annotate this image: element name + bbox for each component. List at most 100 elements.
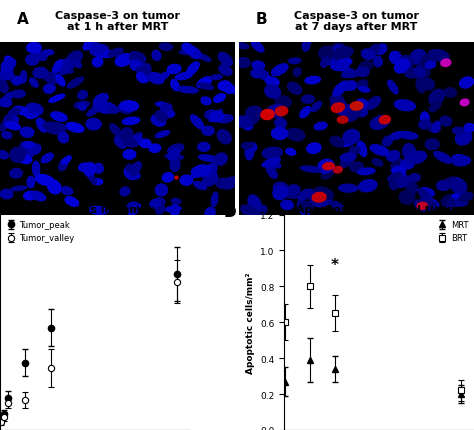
Ellipse shape	[265, 78, 279, 87]
Ellipse shape	[418, 199, 439, 210]
Ellipse shape	[67, 78, 83, 89]
Ellipse shape	[188, 47, 201, 59]
Ellipse shape	[20, 156, 32, 164]
Ellipse shape	[309, 190, 317, 206]
Ellipse shape	[161, 104, 172, 113]
Ellipse shape	[61, 187, 73, 195]
Ellipse shape	[298, 202, 313, 213]
Ellipse shape	[140, 64, 151, 73]
Ellipse shape	[1, 100, 12, 107]
Ellipse shape	[429, 90, 445, 106]
Ellipse shape	[359, 180, 377, 192]
Ellipse shape	[13, 107, 30, 116]
Ellipse shape	[346, 109, 361, 122]
Ellipse shape	[262, 148, 283, 159]
Ellipse shape	[152, 51, 161, 61]
Ellipse shape	[370, 116, 389, 130]
Ellipse shape	[164, 111, 174, 118]
Ellipse shape	[58, 60, 71, 75]
Ellipse shape	[205, 111, 218, 120]
Ellipse shape	[452, 192, 466, 199]
Ellipse shape	[94, 164, 103, 174]
Ellipse shape	[358, 62, 373, 73]
Ellipse shape	[202, 173, 218, 187]
Ellipse shape	[129, 53, 146, 64]
Ellipse shape	[78, 104, 86, 111]
Ellipse shape	[41, 154, 53, 163]
Ellipse shape	[273, 187, 288, 200]
Ellipse shape	[340, 154, 356, 162]
Ellipse shape	[266, 166, 277, 179]
Ellipse shape	[150, 200, 160, 209]
Ellipse shape	[275, 107, 288, 117]
Ellipse shape	[155, 132, 170, 138]
Ellipse shape	[5, 57, 13, 64]
Ellipse shape	[459, 193, 473, 202]
Ellipse shape	[331, 104, 345, 113]
Ellipse shape	[149, 145, 161, 153]
Ellipse shape	[53, 61, 63, 74]
Ellipse shape	[331, 45, 346, 54]
Ellipse shape	[36, 175, 55, 186]
Ellipse shape	[412, 68, 430, 79]
Ellipse shape	[168, 149, 180, 161]
Ellipse shape	[330, 95, 343, 105]
Ellipse shape	[280, 192, 298, 199]
Ellipse shape	[9, 109, 21, 116]
Ellipse shape	[27, 177, 35, 188]
Ellipse shape	[404, 69, 420, 79]
Ellipse shape	[33, 162, 40, 177]
Ellipse shape	[84, 163, 96, 177]
Ellipse shape	[333, 83, 347, 97]
Ellipse shape	[247, 143, 257, 152]
Ellipse shape	[293, 69, 301, 77]
Ellipse shape	[445, 178, 456, 184]
Ellipse shape	[416, 79, 425, 94]
Ellipse shape	[399, 132, 418, 140]
Ellipse shape	[198, 143, 210, 152]
Ellipse shape	[246, 107, 262, 119]
Ellipse shape	[182, 44, 194, 54]
Y-axis label: Apoptotic cells/mm²: Apoptotic cells/mm²	[246, 272, 255, 373]
Ellipse shape	[419, 120, 431, 129]
Ellipse shape	[115, 55, 132, 67]
Ellipse shape	[414, 200, 428, 212]
Ellipse shape	[287, 129, 305, 141]
Ellipse shape	[330, 137, 344, 147]
Ellipse shape	[49, 95, 64, 103]
Ellipse shape	[357, 169, 375, 175]
Ellipse shape	[86, 119, 101, 131]
Ellipse shape	[392, 167, 406, 177]
Ellipse shape	[155, 184, 167, 197]
Ellipse shape	[92, 58, 103, 68]
Ellipse shape	[210, 76, 222, 80]
Ellipse shape	[66, 123, 84, 133]
Text: D: D	[224, 204, 237, 219]
Text: Caspase-3 on tumor
at 1 h after MRT: Caspase-3 on tumor at 1 h after MRT	[55, 11, 180, 32]
Ellipse shape	[216, 179, 229, 189]
Ellipse shape	[339, 185, 357, 193]
Ellipse shape	[444, 89, 456, 98]
Ellipse shape	[272, 64, 288, 77]
Ellipse shape	[191, 166, 210, 177]
Ellipse shape	[0, 190, 13, 200]
Ellipse shape	[275, 119, 286, 129]
Ellipse shape	[452, 157, 470, 166]
Ellipse shape	[321, 169, 333, 180]
Ellipse shape	[78, 91, 87, 100]
Ellipse shape	[155, 111, 167, 122]
Ellipse shape	[59, 159, 68, 171]
Ellipse shape	[27, 43, 41, 54]
Ellipse shape	[211, 193, 218, 207]
Ellipse shape	[83, 42, 92, 51]
Ellipse shape	[206, 164, 217, 178]
Ellipse shape	[331, 99, 346, 110]
Ellipse shape	[319, 47, 335, 61]
Ellipse shape	[370, 145, 389, 156]
Ellipse shape	[118, 106, 133, 114]
Ellipse shape	[425, 139, 439, 150]
Ellipse shape	[28, 144, 41, 155]
Ellipse shape	[5, 122, 20, 130]
Ellipse shape	[155, 198, 165, 206]
Ellipse shape	[242, 120, 253, 131]
